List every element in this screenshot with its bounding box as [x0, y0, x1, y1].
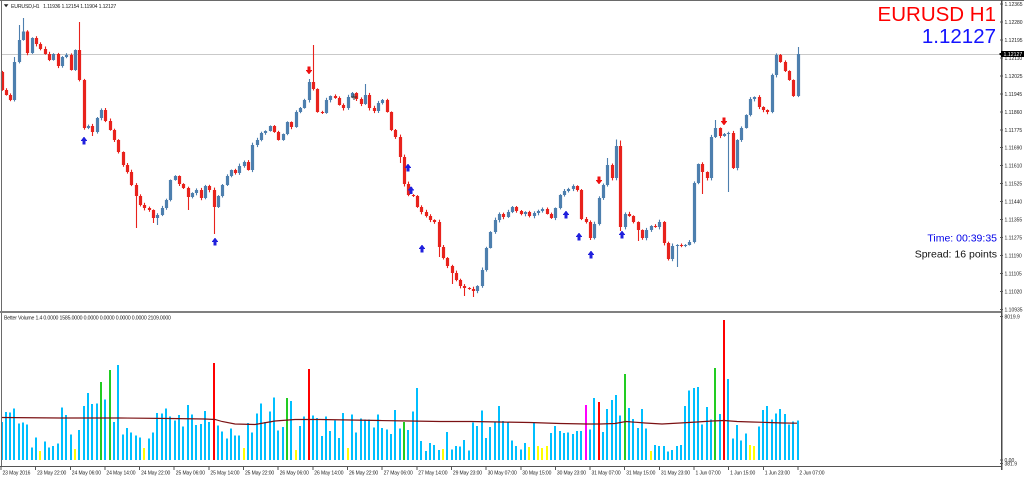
- svg-text:27 May 14:00: 27 May 14:00: [418, 471, 447, 477]
- svg-text:1.11355: 1.11355: [1005, 218, 1023, 224]
- svg-text:26 May 22:00: 26 May 22:00: [349, 471, 378, 477]
- svg-text:30 May 15:00: 30 May 15:00: [522, 471, 551, 477]
- svg-text:381.9: 381.9: [1005, 461, 1018, 467]
- svg-text:29 May 23:00: 29 May 23:00: [453, 471, 482, 477]
- svg-text:25 May 06:00: 25 May 06:00: [176, 471, 205, 477]
- svg-text:1.12110: 1.12110: [1005, 56, 1023, 62]
- svg-text:1 Jun 07:00: 1 Jun 07:00: [696, 471, 721, 477]
- svg-text:31 May 07:00: 31 May 07:00: [592, 471, 621, 477]
- svg-text:1.11775: 1.11775: [1005, 128, 1023, 134]
- svg-text:25 May 14:00: 25 May 14:00: [210, 471, 239, 477]
- svg-text:EURUSD H1: EURUSD H1: [878, 3, 996, 26]
- svg-text:1.11945: 1.11945: [1005, 92, 1023, 98]
- svg-text:1.11525: 1.11525: [1005, 182, 1023, 188]
- svg-text:1.12127: 1.12127: [922, 25, 996, 48]
- svg-text:1.11860: 1.11860: [1005, 110, 1023, 116]
- svg-text:25 May 22:00: 25 May 22:00: [245, 471, 274, 477]
- svg-text:1.12127: 1.12127: [1004, 52, 1023, 58]
- svg-text:1.11610: 1.11610: [1005, 164, 1023, 170]
- svg-text:23 May 2016: 23 May 2016: [3, 471, 31, 477]
- svg-text:0.00: 0.00: [1005, 458, 1015, 464]
- svg-text:1.11105: 1.11105: [1005, 272, 1023, 278]
- svg-text:30 May 07:00: 30 May 07:00: [488, 471, 517, 477]
- svg-text:1.12025: 1.12025: [1005, 74, 1023, 80]
- svg-text:1.11275: 1.11275: [1005, 236, 1023, 242]
- svg-text:24 May 06:00: 24 May 06:00: [72, 471, 101, 477]
- svg-text:26 May 06:00: 26 May 06:00: [280, 471, 309, 477]
- svg-text:1.12195: 1.12195: [1005, 38, 1023, 44]
- svg-text:23 May 22:00: 23 May 22:00: [37, 471, 66, 477]
- svg-text:2 Jun 07:00: 2 Jun 07:00: [799, 471, 824, 477]
- svg-text:1 Jun 23:00: 1 Jun 23:00: [765, 471, 790, 477]
- svg-text:1.11020: 1.11020: [1005, 290, 1023, 296]
- svg-text:24 May 22:00: 24 May 22:00: [141, 471, 170, 477]
- svg-text:Time: 00:39:35: Time: 00:39:35: [927, 233, 997, 245]
- svg-text:27 May 06:00: 27 May 06:00: [384, 471, 413, 477]
- svg-text:EURUSD,H1 1.11936 1.12154 1.: EURUSD,H1 1.11936 1.12154 1.11904 1.1212…: [11, 4, 116, 10]
- svg-text:1.12280: 1.12280: [1005, 20, 1023, 26]
- svg-text:31 May 15:00: 31 May 15:00: [626, 471, 655, 477]
- svg-text:1 Jun 15:00: 1 Jun 15:00: [730, 471, 755, 477]
- svg-text:Better Volume 1.4 0.0000 1585.: Better Volume 1.4 0.0000 1585.0000 0.000…: [4, 316, 171, 322]
- svg-text:1.11690: 1.11690: [1005, 146, 1023, 152]
- svg-text:1.11440: 1.11440: [1005, 200, 1023, 206]
- svg-text:24 May 14:00: 24 May 14:00: [106, 471, 135, 477]
- svg-text:8019.9: 8019.9: [1005, 315, 1021, 321]
- svg-text:Spread: 16 points: Spread: 16 points: [915, 249, 997, 261]
- svg-text:1.12365: 1.12365: [1005, 2, 1023, 8]
- svg-text:1.10935: 1.10935: [1005, 308, 1023, 314]
- svg-text:1.11190: 1.11190: [1005, 254, 1023, 260]
- svg-text:26 May 14:00: 26 May 14:00: [314, 471, 343, 477]
- svg-text:30 May 23:00: 30 May 23:00: [557, 471, 586, 477]
- svg-text:31 May 23:00: 31 May 23:00: [661, 471, 690, 477]
